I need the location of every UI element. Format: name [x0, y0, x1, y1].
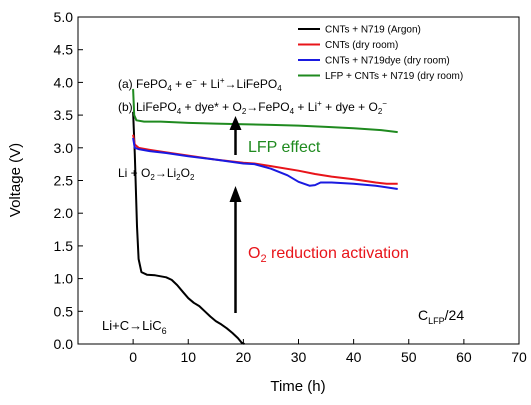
- annotation-rate: CLFP/24: [418, 307, 464, 326]
- y-tick-label: 0.5: [54, 303, 74, 319]
- y-tick-label: 1.0: [54, 271, 74, 287]
- annotation-reaction-a: (a) FePO4 + e− + Li+→LiFePO4: [118, 76, 282, 93]
- annotation-lfp-effect: LFP effect: [248, 139, 321, 156]
- annotation-o2-reduction: O2 reduction activation: [248, 245, 409, 265]
- annotation-reaction-b: (b) LiFePO4 + dye* + O2→FePO4 + Li+ + dy…: [118, 99, 387, 116]
- x-tick-label: 20: [236, 349, 252, 365]
- legend-label: CNTs (dry room): [325, 40, 398, 51]
- legend-label: CNTs + N719dye (dry room): [325, 56, 450, 67]
- x-tick-label: 70: [511, 349, 527, 365]
- y-tick-label: 3.0: [54, 140, 74, 156]
- y-axis-title: Voltage (V): [7, 143, 24, 217]
- arrow-o2-reduction: [229, 186, 242, 313]
- x-tick-label: 40: [346, 349, 362, 365]
- annotation-li2o2: Li + O2→Li2O2: [118, 166, 195, 182]
- x-tick-label: 0: [129, 349, 137, 365]
- y-tick-label: 0.0: [54, 336, 74, 352]
- plot-frame: [77, 16, 520, 345]
- series-line-2: [132, 137, 398, 190]
- x-axis-title: Time (h): [270, 378, 325, 395]
- series-line-3: [132, 88, 398, 134]
- legend-label: CNTs + N719 (Argon): [325, 25, 421, 36]
- series-layer: [132, 88, 398, 345]
- y-tick-label: 3.5: [54, 107, 74, 123]
- y-axis-ticks: 0.0 0.5 1.0 1.5 2.0 2.5 3.0 3.5 4.0 4.5 5.0: [54, 9, 83, 352]
- arrow-lfp-effect: [229, 116, 242, 155]
- y-tick-label: 2.0: [54, 205, 74, 221]
- x-axis-ticks: 0 10 20 30 40 50 60 70: [129, 339, 527, 365]
- y-tick-label: 1.5: [54, 238, 74, 254]
- y-tick-label: 4.5: [54, 42, 74, 58]
- x-tick-label: 50: [401, 349, 417, 365]
- series-line-0: [132, 111, 245, 345]
- legend-label: LFP + CNTs + N719 (dry room): [325, 71, 463, 82]
- x-tick-label: 60: [456, 349, 472, 365]
- x-tick-label: 30: [291, 349, 307, 365]
- annotation-lic6: Li+C→LiC6: [102, 318, 167, 336]
- y-tick-label: 4.0: [54, 74, 74, 90]
- x-tick-label: 10: [180, 349, 196, 365]
- y-tick-label: 2.5: [54, 173, 74, 189]
- legend: CNTs + N719 (Argon) CNTs (dry room) CNTs +…: [298, 25, 463, 82]
- y-tick-label: 5.0: [54, 9, 74, 25]
